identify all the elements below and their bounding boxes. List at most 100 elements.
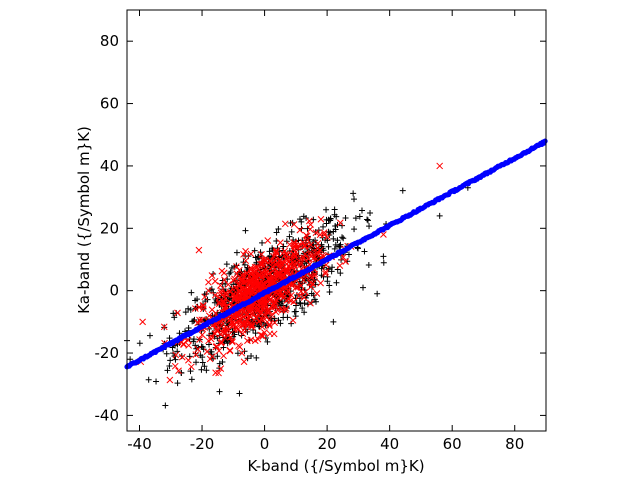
red-x-point — [196, 336, 203, 343]
red-x-point — [260, 269, 268, 277]
red-x-point — [237, 293, 245, 300]
black-plus-point — [303, 214, 310, 221]
red-x-point — [297, 261, 304, 269]
red-x-point — [276, 239, 284, 246]
red-x-point — [292, 284, 300, 291]
red-x-point — [205, 287, 212, 295]
black-plus-point — [354, 245, 361, 252]
red-x-point — [199, 302, 207, 309]
black-plus-point — [364, 216, 371, 223]
red-x-point — [316, 231, 324, 239]
black-plus-point — [255, 253, 262, 260]
red-x-point — [300, 254, 307, 262]
black-plus-point — [308, 290, 315, 297]
red-x-point — [257, 300, 265, 307]
black-plus-point — [367, 209, 374, 216]
red-x-point — [225, 332, 232, 339]
black-plus-point — [339, 222, 346, 229]
red-x-point — [244, 337, 251, 345]
black-plus-point — [280, 314, 287, 321]
red-x-point — [250, 279, 257, 287]
red-x-point — [203, 348, 211, 355]
black-plus-point — [264, 338, 271, 345]
x-tick-label: 80 — [505, 435, 524, 453]
red-x-point — [219, 320, 227, 328]
red-x-point — [282, 306, 289, 314]
red-x-point — [258, 251, 265, 258]
red-x-point — [260, 311, 268, 319]
red-x-point — [260, 296, 267, 303]
red-x-point — [305, 217, 313, 225]
red-x-point — [306, 225, 314, 233]
plot-frame — [126, 9, 547, 432]
black-plus-point — [275, 225, 282, 232]
black-plus-point — [351, 196, 358, 203]
red-x-point — [309, 280, 317, 288]
red-x-point — [314, 244, 321, 252]
black-plus-point — [234, 350, 241, 357]
red-x-point — [307, 272, 314, 280]
red-x-point — [215, 369, 222, 377]
black-plus-point — [188, 376, 195, 383]
red-x-point — [307, 279, 314, 287]
black-plus-point — [271, 315, 278, 322]
black-plus-point — [301, 309, 308, 316]
red-x-point — [220, 352, 227, 360]
black-plus-point — [283, 238, 290, 245]
black-plus-point — [399, 187, 406, 194]
black-plus-point — [380, 253, 387, 260]
red-x-point — [290, 245, 297, 253]
red-x-point — [247, 250, 255, 258]
axis-ticks: -40 -20 0 20 40 60 80 -40 -20 0 20 40 60 80 — [95, 10, 546, 453]
red-x-point — [242, 257, 250, 265]
black-plus-point — [236, 390, 243, 397]
red-x-point — [237, 276, 244, 284]
red-x-point — [287, 256, 294, 264]
red-x-point — [233, 324, 241, 332]
black-plus-point — [127, 356, 134, 363]
black-plus-point — [216, 388, 223, 395]
red-x-point — [227, 299, 234, 307]
x-tick-label: -20 — [190, 435, 215, 453]
red-x-point — [239, 327, 247, 334]
black-plus-point — [223, 261, 230, 268]
red-x-point — [239, 293, 246, 301]
black-plus-point — [188, 289, 195, 296]
black-plus-point — [436, 212, 443, 219]
black-plus-point — [268, 315, 275, 322]
black-plus-point — [252, 254, 259, 261]
red-x-point — [207, 335, 215, 343]
black-plus-point — [380, 259, 387, 266]
black-plus-point — [323, 206, 330, 213]
x-tick-label: 60 — [443, 435, 462, 453]
red-x-point — [213, 343, 221, 350]
red-x-point — [217, 282, 224, 289]
red-x-point — [311, 270, 319, 278]
red-x-point — [436, 162, 444, 170]
red-x-point — [211, 277, 219, 285]
red-x-point — [336, 262, 344, 269]
black-plus-point — [219, 358, 226, 365]
black-plus-point — [257, 249, 264, 256]
red-x-point — [290, 239, 298, 246]
red-x-point — [320, 229, 328, 236]
red-x-point — [291, 253, 299, 261]
red-x-point — [281, 220, 289, 228]
black-plus-point — [190, 336, 197, 343]
red-x-point — [274, 291, 282, 299]
black-plus-point — [162, 402, 169, 409]
red-x-point — [240, 250, 247, 258]
black-plus-point — [242, 227, 249, 234]
red-x-point — [215, 300, 223, 308]
y-tick-label: -40 — [95, 406, 120, 424]
red-x-point — [292, 252, 299, 259]
red-x-point — [196, 316, 203, 324]
black-plus-point — [331, 211, 338, 218]
black-plus-point — [334, 237, 341, 244]
black-plus-point — [201, 363, 208, 370]
black-plus-point — [345, 251, 352, 258]
red-x-point — [300, 276, 307, 284]
red-x-point — [296, 226, 304, 234]
red-x-point — [201, 293, 209, 301]
red-x-point — [226, 346, 234, 354]
